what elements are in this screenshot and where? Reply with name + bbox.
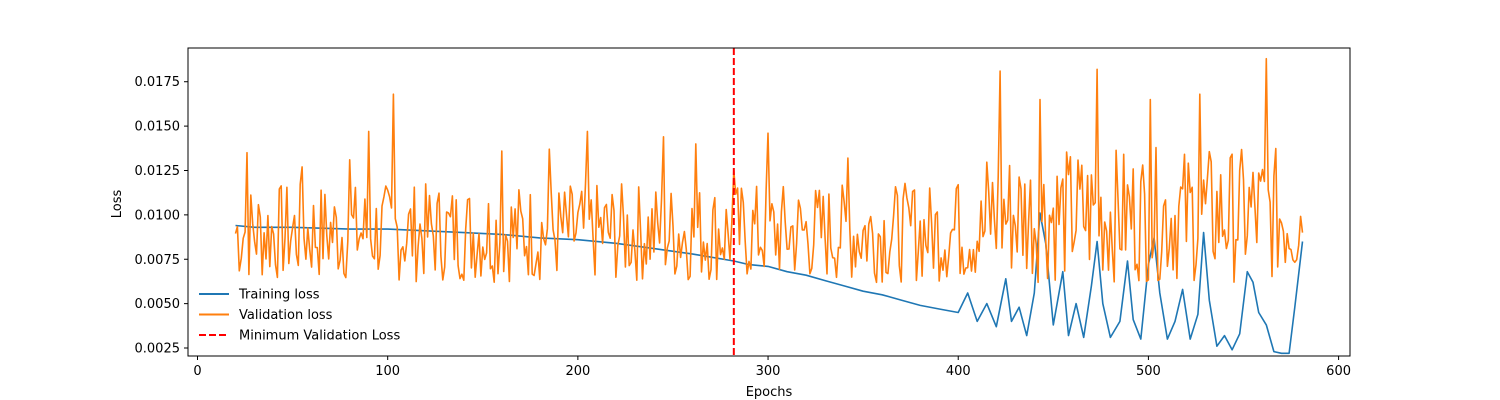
y-tick-label: 0.0175 [135,75,181,90]
x-tick-label: 500 [1136,364,1161,379]
x-tick-label: 400 [946,364,971,379]
x-axis-title: Epochs [746,385,793,400]
validation-loss-series [234,57,1304,284]
y-tick-label: 0.0100 [135,208,181,223]
plot-area [234,48,1304,356]
x-tick-label: 300 [756,364,781,379]
x-tick-label: 0 [193,364,201,379]
axes-frame [187,47,1351,357]
x-tick-label: 200 [565,364,590,379]
y-tick-label: 0.0025 [135,342,181,357]
y-tick-label: 0.0125 [135,164,181,179]
legend-validation-loss-label: Validation loss [239,308,333,323]
x-tick-label: 100 [375,364,400,379]
y-tick-label: 0.0050 [135,297,181,312]
y-tick-label: 0.0150 [135,120,181,135]
legend: Training loss Validation loss Minimum Vali… [199,288,400,344]
y-tick-label: 0.0075 [135,253,181,268]
axis-ticks: 0 100 200 300 400 500 600 0.0025 0.0050 0.0075 0.0… [135,75,1352,379]
x-tick-label: 600 [1326,364,1351,379]
y-axis-title: Loss [110,190,125,219]
legend-min-validation-loss-label: Minimum Validation Loss [239,329,400,344]
legend-training-loss-label: Training loss [238,288,320,303]
